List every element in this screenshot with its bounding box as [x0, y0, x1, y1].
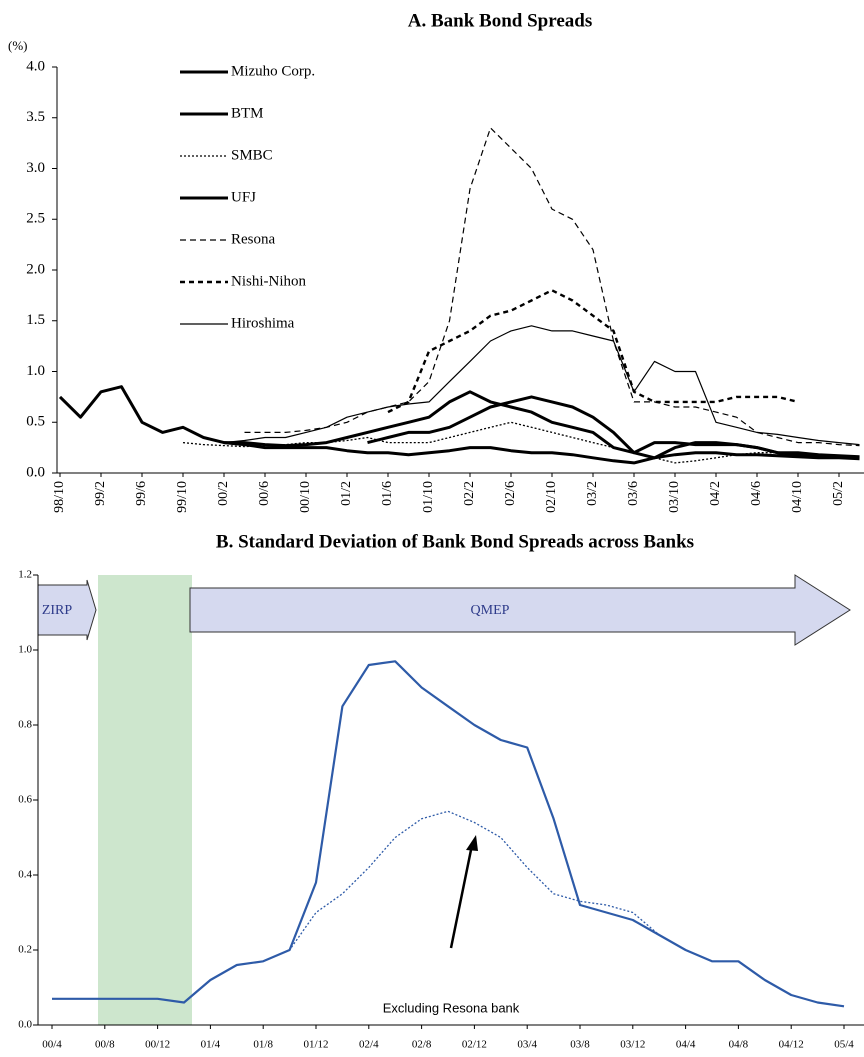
x-tick-label: 03/12	[620, 1039, 645, 1051]
series-line	[367, 395, 860, 459]
y-tick-label: 1.0	[26, 363, 45, 379]
x-tick-label: 04/2	[708, 481, 723, 506]
zirp-arrow	[37, 579, 97, 641]
legend-label: Mizuho Corp.	[231, 63, 315, 79]
x-tick-label: 00/6	[257, 481, 272, 506]
series-line	[58, 385, 860, 465]
x-tick-label: 04/10	[790, 481, 805, 513]
annotation: Excluding Resona bank	[383, 1000, 520, 1015]
y-tick-label: 3.5	[26, 109, 45, 125]
y-tick-label: 0.6	[18, 794, 32, 806]
annotation: QMEP	[471, 603, 510, 618]
x-tick-label: 01/6	[380, 481, 395, 506]
y-tick-label: 0.8	[18, 719, 32, 731]
annotation: ZIRP	[42, 603, 73, 618]
x-tick-label: 03/6	[626, 481, 641, 506]
x-tick-label: 04/6	[749, 481, 764, 506]
qmep-arrow	[189, 574, 851, 646]
x-tick-label: 98/10	[52, 481, 67, 513]
x-tick-label: 00/8	[95, 1039, 115, 1051]
series-line	[182, 421, 860, 464]
shaded-period	[98, 575, 192, 1025]
chart-title: A. Bank Bond Spreads	[408, 10, 592, 31]
series-line	[387, 289, 799, 414]
y-tick-label: 1.5	[26, 312, 45, 328]
x-tick-label: 01/4	[201, 1039, 221, 1051]
x-tick-label: 05/4	[834, 1039, 854, 1051]
y-tick-label: 3.0	[26, 160, 45, 176]
annotation-arrowhead	[466, 835, 478, 851]
x-tick-label: 03/8	[570, 1039, 590, 1051]
x-tick-label: 02/6	[503, 481, 518, 506]
legend-label: BTM	[231, 105, 264, 121]
y-tick-label: 4.0	[26, 58, 45, 74]
x-tick-label: 02/12	[462, 1039, 487, 1051]
x-tick-label: 04/8	[729, 1039, 749, 1051]
y-tick-label: 2.5	[26, 211, 45, 227]
x-tick-label: 00/10	[298, 481, 313, 513]
x-tick-label: 01/8	[253, 1039, 273, 1051]
legend-label: Nishi-Nihon	[231, 273, 307, 289]
annotation-arrow	[449, 844, 474, 949]
legend-label: Hiroshima	[231, 315, 295, 331]
x-tick-label: 00/2	[216, 481, 231, 506]
x-tick-label: 02/4	[359, 1039, 379, 1051]
x-tick-label: 02/2	[462, 481, 477, 506]
y-unit-label: (%)	[8, 38, 28, 53]
chart-title: B. Standard Deviation of Bank Bond Sprea…	[216, 531, 694, 552]
legend-label: UFJ	[231, 189, 256, 205]
x-tick-label: 03/10	[667, 481, 682, 513]
series-line	[223, 325, 860, 446]
y-tick-label: 1.0	[18, 644, 32, 656]
y-tick-label: 0.4	[18, 869, 32, 881]
y-tick-label: 2.0	[26, 261, 45, 277]
legend-label: SMBC	[231, 147, 273, 163]
x-tick-label: 05/2	[831, 481, 846, 506]
x-tick-label: 99/10	[175, 481, 190, 513]
y-tick-label: 0.0	[26, 464, 45, 480]
x-tick-label: 01/12	[303, 1039, 328, 1051]
legend-label: Resona	[231, 231, 276, 247]
y-tick-label: 0.2	[18, 944, 32, 956]
x-tick-label: 00/12	[145, 1039, 170, 1051]
x-tick-label: 03/4	[517, 1039, 537, 1051]
x-tick-label: 99/2	[93, 481, 108, 506]
x-tick-label: 01/10	[421, 481, 436, 513]
x-tick-label: 02/10	[544, 481, 559, 513]
y-tick-label: 0.5	[26, 414, 45, 430]
y-tick-label: 1.2	[18, 569, 32, 581]
x-tick-label: 00/4	[42, 1039, 62, 1051]
y-tick-label: 0.0	[18, 1019, 32, 1031]
x-tick-label: 04/4	[676, 1039, 696, 1051]
series-line	[52, 810, 845, 1007]
series-line	[244, 127, 860, 447]
x-tick-label: 01/2	[339, 481, 354, 506]
x-tick-label: 02/8	[412, 1039, 432, 1051]
x-tick-label: 03/2	[585, 481, 600, 506]
x-tick-label: 99/6	[134, 481, 149, 506]
x-tick-label: 04/12	[779, 1039, 804, 1051]
